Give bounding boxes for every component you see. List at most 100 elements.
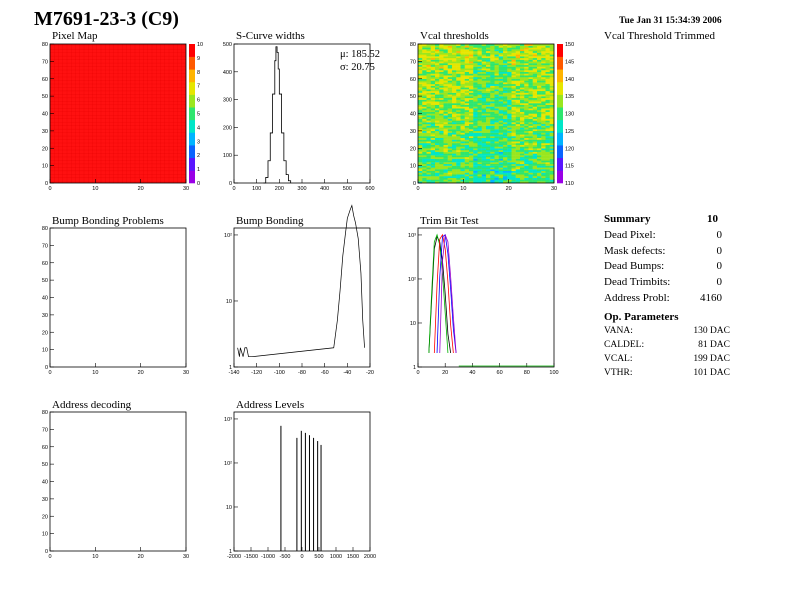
vcal-cell — [418, 139, 423, 142]
vcal-cell — [532, 59, 538, 62]
vcal-cell — [452, 169, 457, 172]
vcal-cell — [511, 97, 516, 100]
vcal-cell — [511, 122, 516, 125]
vcal-cell — [532, 78, 538, 81]
vcal-cell — [422, 63, 427, 66]
op-label: VTHR: — [604, 368, 633, 378]
vcal-cell — [532, 63, 538, 66]
vcal-cell — [541, 64, 546, 67]
vcal-cell — [524, 90, 529, 93]
vcal-cell — [430, 111, 436, 114]
vcal-cells — [418, 44, 555, 184]
vcal-cell — [494, 63, 499, 66]
vcal-cell — [435, 136, 440, 139]
vcal-cell — [456, 82, 461, 85]
vcal-cell — [532, 123, 538, 126]
vcal-cell — [439, 110, 444, 112]
vcal-cell — [439, 125, 444, 128]
vcal-cell — [486, 137, 491, 140]
vcal-cell — [545, 155, 550, 158]
vcal-cell — [486, 63, 491, 66]
vcal-cell — [549, 111, 555, 114]
vcal-cell — [511, 148, 516, 151]
vcal-cell — [477, 170, 482, 173]
vcal-cell — [473, 82, 478, 85]
vcal-cell — [494, 122, 499, 125]
vcal-cell — [418, 66, 423, 69]
vcal-cell — [443, 111, 448, 114]
vcal-cell — [541, 94, 546, 97]
vcal-cell — [515, 144, 521, 147]
vcal-cell — [426, 167, 431, 170]
vcal-cell — [422, 176, 427, 178]
vcal-cell — [494, 94, 499, 97]
y-tick-label: 50 — [42, 462, 48, 468]
vcal-cell — [507, 90, 512, 93]
y-tick-label: 80 — [410, 42, 416, 48]
vcal-cell — [503, 77, 508, 79]
vcal-cell — [426, 158, 431, 161]
vcal-cell — [443, 52, 448, 55]
vcal-cell — [473, 71, 478, 74]
y-tick-label: 30 — [42, 497, 48, 503]
colorbar-cell — [557, 69, 563, 83]
vcal-cell — [418, 110, 423, 112]
vcal-cell — [430, 139, 436, 142]
vcal-cell — [422, 111, 427, 114]
vcal-cell — [549, 165, 555, 168]
vcal-cell — [430, 113, 436, 116]
vcal-cell — [494, 64, 499, 67]
vcal-cell — [507, 177, 512, 180]
vcal-cell — [422, 130, 427, 133]
vcal-cell — [520, 118, 525, 121]
vcal-cell — [422, 99, 427, 102]
vcal-cell — [532, 137, 538, 140]
vcal-cell — [494, 50, 499, 53]
vcal-cell — [439, 165, 444, 168]
vcal-cell — [549, 82, 555, 85]
vcal-cell — [537, 71, 542, 74]
vcal-cell — [549, 115, 555, 118]
vcal-cell — [545, 143, 550, 145]
vcal-cell — [503, 176, 508, 178]
vcal-cell — [452, 87, 457, 90]
y-tick-label: 70 — [42, 243, 48, 249]
vcal-cell — [541, 80, 546, 83]
vcal-cell — [452, 181, 457, 184]
summary-row: Dead Pixel: 0 — [604, 229, 730, 245]
vcal-cell — [532, 158, 538, 161]
vcal-cell — [452, 144, 457, 147]
vcal-cell — [456, 136, 461, 139]
vcal-cell — [477, 165, 482, 168]
vcal-cell — [418, 89, 423, 92]
vcal-cell — [537, 120, 542, 123]
y-tick-label: 50 — [42, 278, 48, 284]
colorbar-cell — [189, 157, 195, 171]
vcal-cell — [541, 106, 546, 109]
vcal-cell — [494, 59, 499, 62]
x-tick-label: 2000 — [364, 554, 376, 560]
vcal-cell — [426, 162, 431, 165]
vcal-cell — [443, 77, 448, 79]
vcal-cell — [435, 122, 440, 125]
vcal-cell — [511, 127, 516, 130]
y-tick-label: 10 — [226, 299, 232, 305]
vcal-cell — [460, 144, 465, 147]
vcal-cell — [435, 177, 440, 180]
vcal-cell — [456, 137, 461, 140]
vcal-cell — [490, 92, 495, 95]
vcal-cell — [511, 87, 516, 90]
vcal-cell — [447, 108, 453, 111]
summary-value: 0 — [716, 260, 723, 273]
vcal-cell — [426, 123, 431, 126]
vcal-cell — [473, 47, 478, 50]
vcal-cell — [541, 56, 546, 59]
vcal-cell — [430, 66, 436, 69]
vcal-cell — [515, 96, 521, 99]
vcal-cell — [541, 120, 546, 123]
vcal-cell — [452, 47, 457, 50]
vcal-cell — [498, 61, 504, 64]
vcal-cell — [511, 137, 516, 140]
vcal-cell — [532, 163, 538, 166]
vcal-cell — [545, 122, 550, 125]
